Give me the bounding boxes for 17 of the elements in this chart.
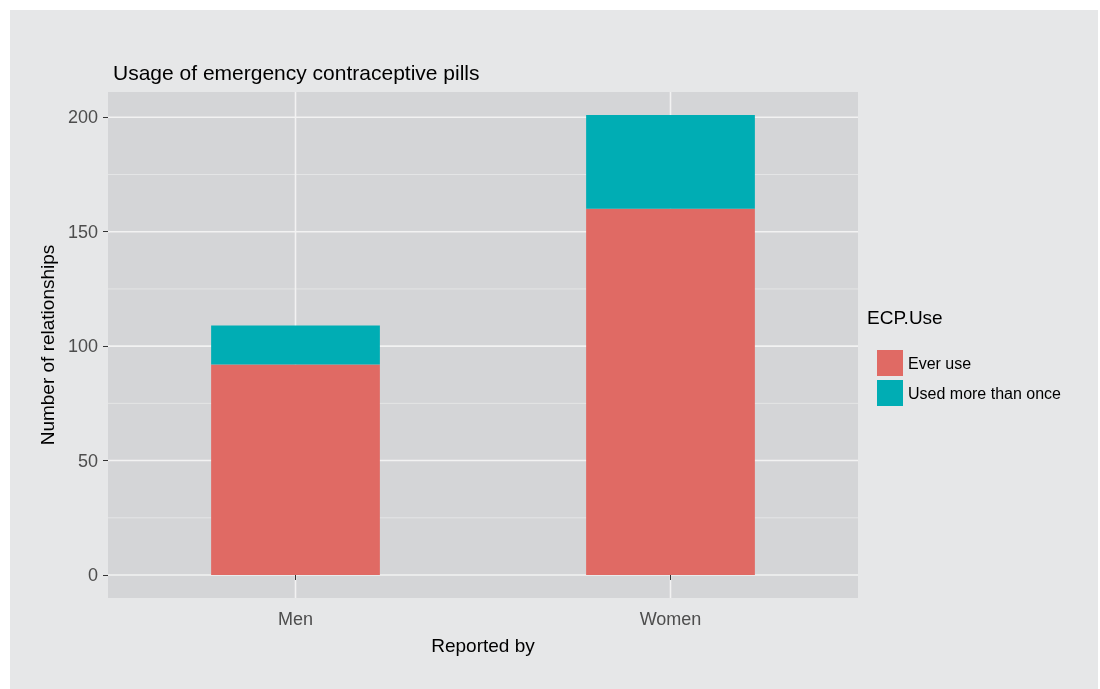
y-tick-label: 50 (77, 450, 98, 471)
x-tick-label: Women (639, 609, 702, 629)
x-tick-label: Men (277, 609, 314, 629)
legend-title: ECP.Use (867, 307, 943, 328)
chart-title: Usage of emergency contraceptive pills (113, 61, 480, 84)
y-tick-label: 150 (67, 221, 98, 242)
y-tick-label: 200 (67, 107, 98, 128)
bar (211, 364, 380, 575)
y-tick-label: 0 (87, 565, 98, 585)
legend-label: Ever use (908, 354, 972, 372)
legend-label: Used more than once (908, 384, 1062, 402)
bar (211, 325, 380, 365)
bar (586, 115, 755, 209)
bar (586, 208, 755, 575)
x-axis-title: Reported by (431, 635, 536, 656)
y-tick-label: 100 (67, 336, 98, 357)
y-axis-title: Number of relationships (37, 244, 59, 446)
